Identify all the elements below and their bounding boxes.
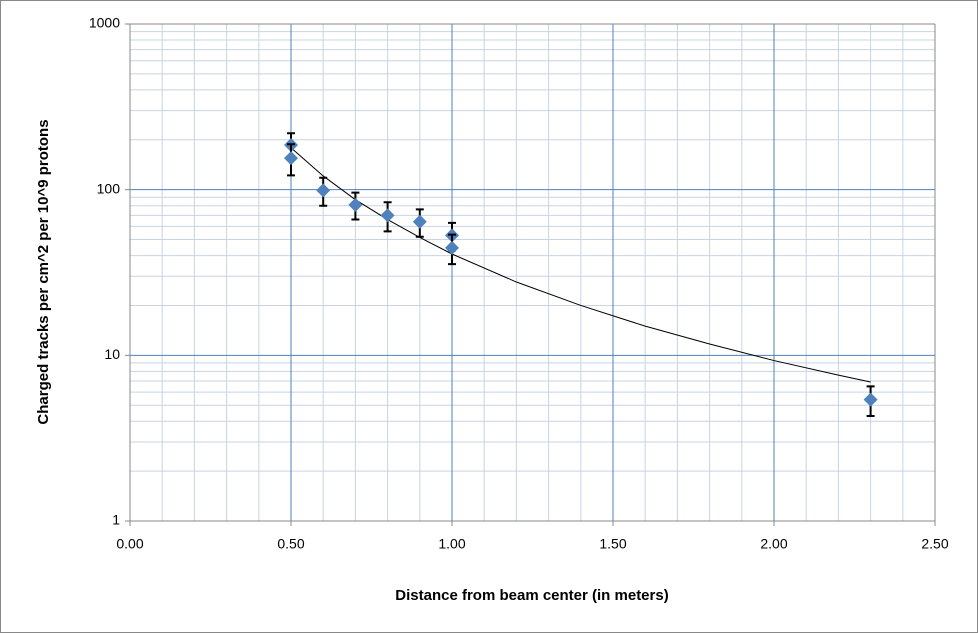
x-tick-label: 1.00 — [438, 536, 465, 552]
y-tick-label: 10 — [104, 346, 120, 362]
data-point — [348, 197, 363, 212]
y-tick-label: 100 — [97, 180, 121, 196]
x-axis-title: Distance from beam center (in meters) — [395, 587, 668, 604]
data-point — [863, 392, 878, 407]
y-axis-title: Charged tracks per cm^2 per 10^9 protons — [35, 119, 52, 424]
data-point — [380, 208, 395, 223]
x-tick-label: 1.50 — [599, 536, 626, 552]
data-point — [316, 183, 331, 198]
data-point — [284, 151, 298, 166]
data-point — [412, 214, 427, 229]
y-tick-label: 1000 — [89, 15, 120, 31]
plot — [284, 132, 878, 418]
y-tick-label: 1 — [112, 512, 120, 528]
x-tick-label: 2.50 — [921, 536, 948, 552]
x-tick-label: 2.00 — [760, 536, 787, 552]
data-point — [445, 240, 459, 255]
x-tick-label: 0.00 — [116, 536, 143, 552]
x-tick-label: 0.50 — [277, 536, 304, 552]
